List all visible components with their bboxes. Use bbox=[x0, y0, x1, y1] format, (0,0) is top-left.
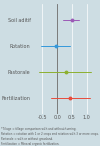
Text: *Tillage = tillage comparison with and without/turning.
Rotation = rotation with: *Tillage = tillage comparison with and w… bbox=[1, 127, 99, 146]
